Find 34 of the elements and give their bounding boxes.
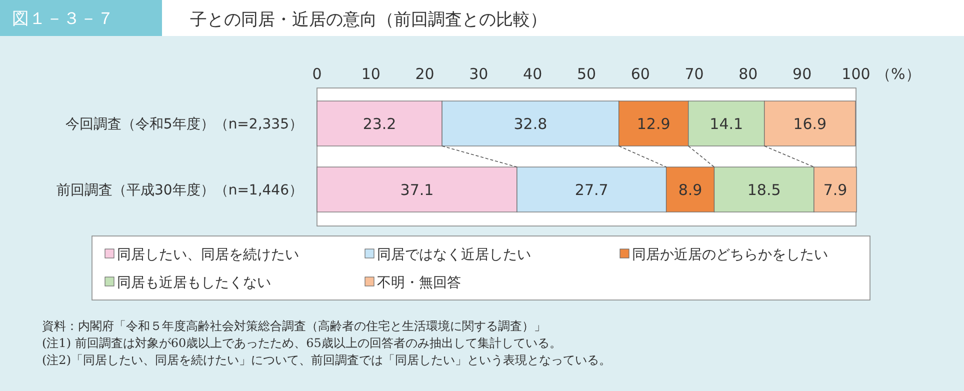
x-tick-label: 50 [576,65,596,83]
data-label: 32.8 [514,114,548,133]
x-tick-label: 100 [842,65,870,83]
legend-label: 同居したい、同居を続けたい [117,246,299,263]
x-tick-label: 90 [792,65,812,83]
data-label: 18.5 [747,180,781,199]
data-label: 37.1 [400,180,434,199]
y-tick-label: 今回調査（令和5年度）（n=2,335） [65,116,303,132]
x-tick-label: 20 [415,65,434,83]
data-label: 8.9 [678,180,702,199]
data-label: 16.9 [793,114,827,133]
text: (注2)「同居したい、同居を続けたい」について、前回調査では「同居したい」という表現となっている。 [42,353,611,367]
text: (注1) 前回調査は対象が60歳以上であったため、65歳以上の回答者のみ抽出して集計している。 [42,336,562,350]
x-axis-title: （%） [876,65,920,83]
data-label: 23.2 [362,114,396,133]
x-tick-label: 60 [630,65,650,83]
x-tick-label: 70 [684,65,704,83]
legend-label: 同居も近居もしたくない [117,274,271,291]
text: 図１－３－７ [12,9,114,29]
x-tick-label: 40 [523,65,542,83]
x-tick-label: 30 [469,65,488,83]
data-label: 12.9 [636,114,670,133]
data-label: 14.1 [710,114,744,133]
legend-label: 同居か近居のどちらかをしたい [632,246,828,263]
text: 資料：内閣府「令和５年度高齢社会対策総合調査（高齢者の住宅と生活環境に関する調査）」 [42,319,546,333]
legend-label: 不明・無回答 [377,274,461,291]
data-label: 7.9 [823,180,848,199]
x-tick-label: 10 [361,65,380,83]
x-tick-label: 80 [738,65,758,83]
x-tick-label: 0 [312,65,322,83]
legend-label: 同居ではなく近居したい [377,246,531,263]
data-label: 27.7 [574,180,608,199]
chart-title: 子との同居・近居の意向（前回調査との比較） [190,10,547,30]
y-tick-label: 前回調査（平成30年度）（n=1,446） [56,182,303,198]
